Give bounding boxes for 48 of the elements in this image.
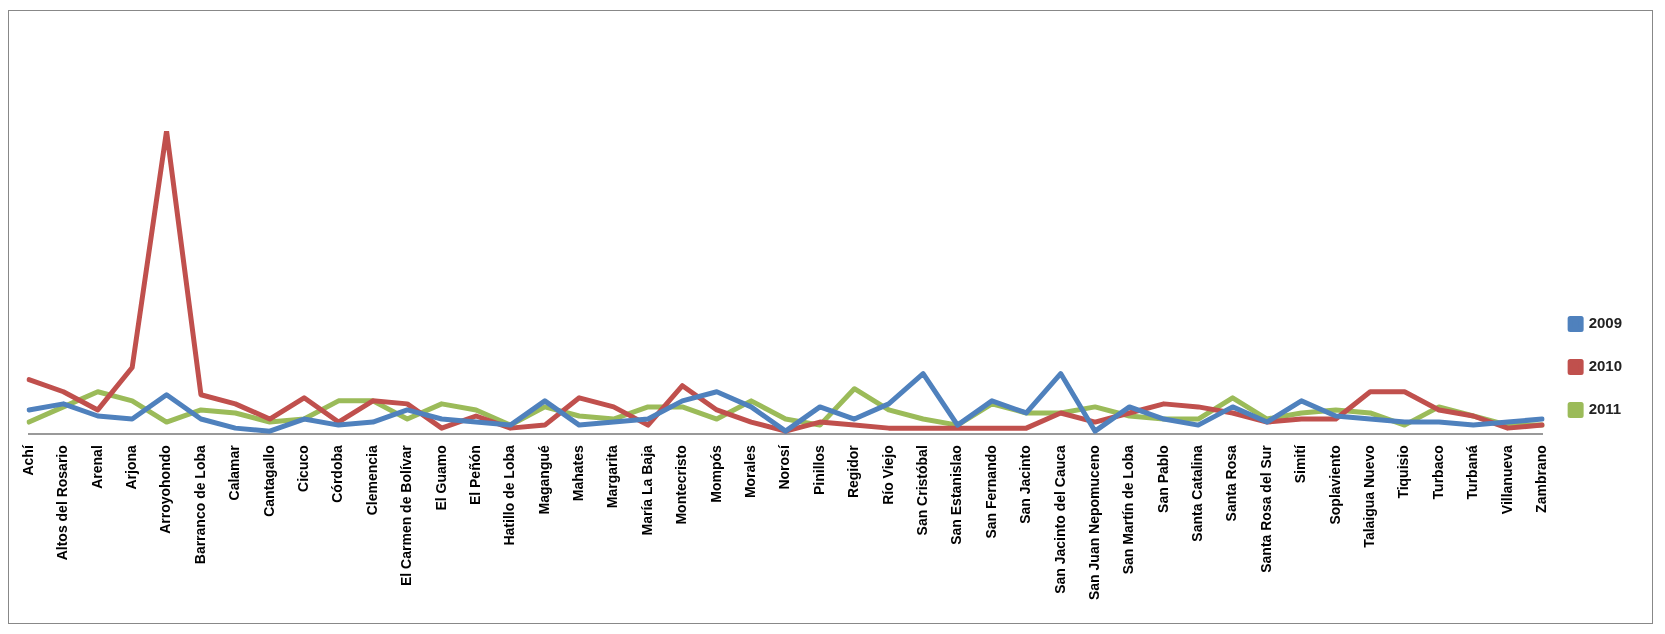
x-tick-label: Córdoba (329, 444, 346, 503)
x-tick-label: Morales (742, 444, 759, 499)
x-tick-label: San Jacinto del Cauca (1051, 444, 1068, 594)
x-tick-label: Arroyohondo (157, 445, 174, 534)
x-tick-label: Norosí (776, 444, 793, 490)
x-tick-label: Turbaco (1429, 445, 1446, 500)
x-tick-label: Barranco de Loba (191, 444, 208, 565)
x-tick-label: Santa Rosa del Sur (1257, 444, 1274, 573)
x-tick-label: Turbaná (1464, 444, 1481, 500)
x-tick-label: Arjona (123, 444, 140, 490)
x-tick-label: Zambrano (1532, 445, 1549, 513)
x-tick-label: Magangué (535, 444, 552, 515)
x-tick-label: Montecristo (673, 445, 690, 525)
x-tick-label: San Martín de Loba (1120, 444, 1137, 575)
x-tick-label: Cicuco (294, 445, 311, 492)
x-tick-label: Clemencia (363, 444, 380, 516)
x-tick-label: Santa Rosa (1223, 444, 1240, 522)
x-tick-label: El Carmen de Bolívar (398, 444, 415, 587)
x-tick-label: Hatillo de Loba (501, 444, 518, 546)
x-tick-label: Tiquisio (1395, 445, 1412, 499)
x-tick-label: San Juan Nepomuceno (1085, 445, 1102, 601)
x-tick-label: Mahates (570, 444, 587, 502)
x-tick-label: El Guamo (432, 445, 449, 511)
x-tick-label: Talaigua Nuevo (1361, 445, 1378, 548)
legend-label: 2010 (1588, 357, 1623, 375)
x-tick-label: Río Viejo (879, 445, 896, 505)
x-tick-label: San Pablo (1154, 445, 1171, 513)
x-tick-label: Cantagallo (260, 445, 277, 517)
x-tick-label: María La Baja (638, 444, 655, 536)
x-tick-label: Pinillos (810, 444, 827, 495)
x-tick-label: Calamar (226, 444, 243, 501)
x-tick-label: San Jacinto (1017, 445, 1034, 524)
x-tick-label: Altos del Rosario (54, 445, 71, 561)
x-tick-label: El Peñón (466, 445, 483, 506)
legend-label: 2011 (1588, 400, 1622, 418)
x-tick-label: San Estanislao (948, 445, 965, 545)
x-tick-label: Santa Catalina (1189, 444, 1206, 542)
x-tick-label: Margarita (604, 444, 621, 509)
x-tick-label: Achí (19, 444, 36, 476)
x-tick-label: San Cristóbal (913, 445, 930, 536)
x-tick-label: Villanueva (1498, 444, 1515, 515)
x-tick-label: Soplaviento (1326, 445, 1343, 525)
x-tick-label: San Fernando (982, 445, 999, 539)
legend-label: 2009 (1588, 314, 1623, 332)
x-tick-label: Arenal (88, 445, 105, 489)
x-tick-label: Mompós (707, 444, 724, 503)
x-tick-label: Regidor (845, 444, 862, 499)
x-tick-label: Simití (1292, 444, 1309, 484)
